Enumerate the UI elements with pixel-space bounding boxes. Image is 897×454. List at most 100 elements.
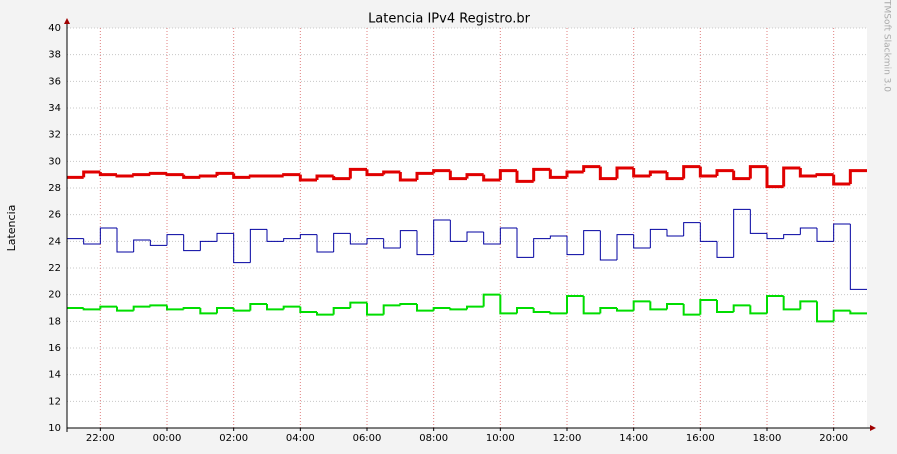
y-tick-label: 34: [48, 103, 61, 114]
step-segment: [282, 173, 301, 177]
step-segment: [332, 307, 351, 315]
step-segment: [549, 312, 567, 315]
step-segment: [482, 174, 501, 182]
step-segment: [99, 227, 117, 244]
y-axis-label: Latencia: [5, 205, 18, 252]
y-tick-label: 16: [48, 343, 61, 354]
step-segment: [216, 232, 234, 242]
y-tick-label: 28: [48, 183, 61, 194]
step-segment: [249, 303, 267, 311]
step-segment: [148, 171, 167, 175]
step-segment: [366, 302, 384, 316]
step-segment: [298, 174, 317, 182]
step-segment: [115, 174, 134, 178]
step-segment: [499, 294, 517, 315]
x-tick-label: 22:00: [86, 433, 115, 444]
step-segment: [349, 233, 367, 245]
step-segment: [198, 174, 217, 178]
step-segment: [682, 165, 701, 179]
step-segment: [516, 307, 534, 314]
step-segment: [849, 224, 867, 290]
step-segment: [549, 235, 567, 239]
watermark: TMSoft Slackmin 3.0: [882, 0, 892, 92]
step-segment: [366, 238, 384, 244]
step-segment: [166, 305, 184, 311]
step-segment: [182, 307, 201, 310]
step-segment: [416, 230, 434, 256]
series: [67, 165, 867, 189]
step-segment: [583, 230, 601, 255]
step-segment: [116, 228, 134, 253]
step-segment: [566, 295, 584, 314]
step-segment: [665, 172, 684, 181]
step-segment: [699, 222, 717, 242]
step-segment: [782, 166, 801, 187]
step-segment: [732, 304, 751, 312]
step-segment: [299, 234, 317, 239]
step-segment: [82, 170, 101, 178]
step-segment: [749, 209, 767, 234]
step-segment: [416, 304, 434, 312]
step-segment: [749, 305, 767, 315]
step-segment: [548, 169, 567, 179]
step-segment: [598, 166, 617, 181]
step-segment: [499, 227, 517, 244]
step-segment: [232, 173, 251, 179]
step-segment: [798, 168, 817, 178]
step-segment: [215, 171, 234, 176]
step-segment: [783, 234, 801, 239]
step-segment: [633, 234, 651, 249]
series: [67, 208, 867, 290]
step-segment: [165, 173, 184, 177]
step-segment: [566, 236, 584, 256]
y-tick-label: 22: [48, 263, 61, 274]
step-segment: [99, 305, 117, 310]
step-segment: [666, 229, 684, 237]
step-segment: [649, 228, 667, 248]
chart-title: Latencia IPv4 Registro.br: [368, 12, 531, 27]
x-tick-label: 00:00: [153, 433, 182, 444]
step-segment: [582, 296, 601, 315]
step-segment: [349, 301, 367, 308]
step-segment: [316, 234, 334, 253]
step-segment: [315, 174, 334, 180]
x-tick-label: 16:00: [686, 433, 715, 444]
step-segment: [266, 229, 284, 242]
plot-layer: [67, 27, 867, 429]
step-segment: [248, 174, 267, 178]
step-segment: [715, 169, 734, 176]
x-tick-label: 10:00: [486, 433, 515, 444]
step-segment: [766, 295, 784, 314]
step-segment: [748, 165, 767, 179]
step-segment: [483, 232, 501, 245]
step-segment: [448, 170, 467, 181]
step-segment: [716, 300, 734, 313]
step-segment: [815, 173, 834, 177]
step-segment: [682, 304, 701, 316]
step-segment: [766, 233, 784, 240]
step-segment: [182, 174, 201, 179]
step-segment: [383, 238, 401, 249]
step-segment: [515, 170, 534, 183]
step-segment: [316, 312, 334, 316]
step-segment: [616, 234, 634, 260]
step-segment: [216, 307, 234, 314]
step-segment: [283, 238, 301, 242]
x-tick-label: 14:00: [619, 433, 648, 444]
step-segment: [816, 228, 834, 242]
x-axis-arrow: [870, 425, 876, 431]
step-segment: [433, 219, 451, 255]
step-segment: [666, 303, 684, 310]
y-tick-label: 30: [48, 156, 61, 167]
y-tick-label: 18: [48, 316, 61, 327]
step-segment: [832, 174, 851, 186]
step-segment: [282, 305, 301, 310]
y-tick-label: 12: [48, 396, 61, 407]
x-tick-label: 20:00: [819, 433, 848, 444]
step-segment: [616, 308, 634, 312]
step-segment: [432, 169, 451, 174]
step-segment: [498, 169, 517, 180]
step-segment: [832, 309, 851, 322]
step-segment: [249, 228, 267, 263]
